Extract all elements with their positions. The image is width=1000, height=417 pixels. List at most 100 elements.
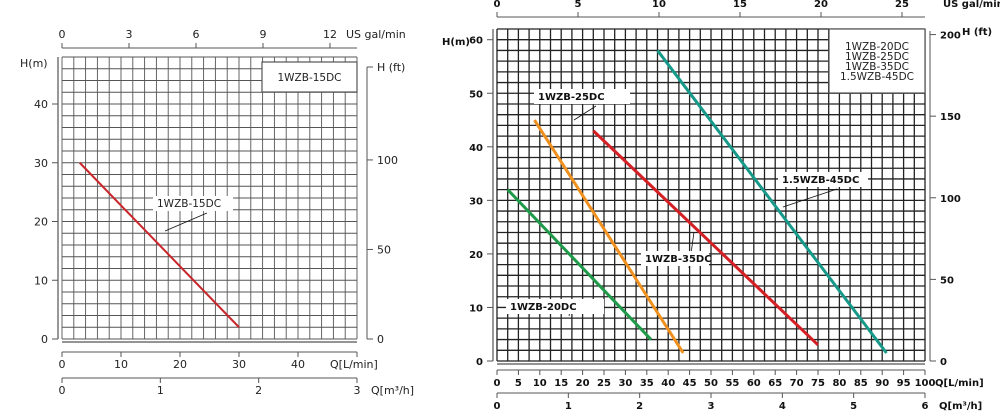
bottom2-tick-label: 4 xyxy=(779,401,786,412)
x-tick-label: 20 xyxy=(576,378,590,389)
right-tick-label: 0 xyxy=(940,357,947,368)
x-tick-label: 10 xyxy=(114,358,128,371)
x-axis-bottom-lpm: 0 5 10 15 20 25 30 35 40 45 50 55 60 65 70 75 80 85 90 95 10… xyxy=(494,369,984,389)
bottom2-tick-label: 1 xyxy=(565,401,572,412)
x-axis-bottom-lpm: 0 10 20 30 40 Q[L/min] xyxy=(59,351,378,371)
top-axis-title: US gal/min xyxy=(943,0,1000,10)
y-tick-label: 0 xyxy=(41,333,48,346)
x-tick-label: 30 xyxy=(618,378,632,389)
right-axis-title: H (ft) xyxy=(377,61,405,74)
x-tick-label: 100 xyxy=(915,378,936,389)
x-tick-label: 0 xyxy=(494,378,501,389)
y-axis-left: 0 10 20 30 40 50 60H(m) xyxy=(442,36,493,368)
x-tick-label: 75 xyxy=(811,378,825,389)
y-tick-label: 40 xyxy=(469,143,483,154)
bottom2-tick-label: 3 xyxy=(708,401,715,412)
bottom2-tick-label: 5 xyxy=(850,401,857,412)
x-tick-label: 65 xyxy=(768,378,782,389)
callout-box xyxy=(778,172,868,187)
legend-entry: 1WZB-35DC xyxy=(845,61,909,73)
y-tick-label: 30 xyxy=(34,157,48,170)
right-tick-label: 100 xyxy=(377,154,398,167)
legend-entry: 1.5WZB-45DC xyxy=(840,71,914,83)
right-tick-label: 50 xyxy=(377,243,391,256)
x-tick-label: 40 xyxy=(291,358,305,371)
x-tick-label: 80 xyxy=(832,378,846,389)
series-line-1wzb-15dc xyxy=(78,162,240,328)
y-axis-right: 0 50 100 150 200 H (ft) xyxy=(929,27,992,368)
bottom2-tick-label: 3 xyxy=(354,384,361,397)
x-axis-top: 0 3 6 9 12 US gal/min xyxy=(59,28,406,49)
callout-leader xyxy=(573,105,597,121)
y-axis-left: 0 10 20 30 40 H(m) xyxy=(20,57,58,346)
right-tick-label: 0 xyxy=(377,333,384,346)
x-tick-label: 25 xyxy=(597,378,611,389)
chart-2: 1WZB-20DC1WZB-25DC1WZB-35DC1.5WZB-45DC01… xyxy=(442,0,1000,412)
bottom2-axis-title: Q[m³/h] xyxy=(371,384,414,397)
legend-box xyxy=(261,61,358,93)
x-tick-label: 20 xyxy=(173,358,187,371)
x-tick-label: 35 xyxy=(640,378,654,389)
y-tick-label: 20 xyxy=(34,216,48,229)
top-tick-label: 6 xyxy=(192,28,199,41)
callout-box xyxy=(534,89,630,104)
right-tick-label: 100 xyxy=(940,194,961,205)
x-axis-bottom-m3h: 0 1 2 3 4 5 6 Q[m³/h] xyxy=(494,392,982,412)
callout-label: 1WZB-15DC xyxy=(157,198,221,210)
series-line-1-5wzb-45dc xyxy=(656,49,888,354)
x-axis-title: Q[L/min] xyxy=(330,358,378,371)
callout-box xyxy=(506,299,604,314)
x-tick-label: 0 xyxy=(59,358,66,371)
x-tick-label: 55 xyxy=(725,378,739,389)
y-tick-label: 30 xyxy=(469,196,483,207)
top-tick-label: 20 xyxy=(814,0,828,10)
callout-box xyxy=(153,196,233,211)
y-tick-label: 10 xyxy=(469,303,483,314)
x-tick-label: 40 xyxy=(661,378,675,389)
legend-entry: 1WZB-15DC xyxy=(277,72,341,84)
bottom2-tick-label: 6 xyxy=(922,401,929,412)
x-axis-top: 0 5 10 15 20 25 US gal/min xyxy=(494,0,1000,18)
y-axis-title: H(m) xyxy=(442,37,470,48)
x-tick-label: 85 xyxy=(854,378,868,389)
y-tick-label: 60 xyxy=(469,36,483,47)
right-axis-title: H (ft) xyxy=(962,27,992,38)
legend-entry: 1WZB-20DC xyxy=(845,41,909,53)
series-line-1wzb-35dc xyxy=(592,129,820,347)
x-tick-label: 45 xyxy=(683,378,697,389)
legend-box xyxy=(828,28,926,94)
top-tick-label: 9 xyxy=(259,28,266,41)
top-tick-label: 10 xyxy=(652,0,666,10)
bottom2-tick-label: 2 xyxy=(255,384,262,397)
x-tick-label: 5 xyxy=(515,378,522,389)
x-tick-label: 95 xyxy=(897,378,911,389)
x-tick-label: 90 xyxy=(875,378,889,389)
y-tick-label: 50 xyxy=(469,89,483,100)
series-line-1wzb-20dc xyxy=(506,188,653,341)
y-tick-label: 20 xyxy=(469,250,483,261)
x-tick-label: 70 xyxy=(790,378,804,389)
x-tick-label: 15 xyxy=(554,378,568,389)
callout-label: 1WZB-20DC xyxy=(510,302,577,313)
bottom2-tick-label: 0 xyxy=(494,401,501,412)
series-line-1wzb-25dc xyxy=(533,119,685,354)
top-tick-label: 15 xyxy=(733,0,747,10)
legend-entry: 1WZB-25DC xyxy=(845,51,909,63)
right-tick-label: 150 xyxy=(940,112,961,123)
top-tick-label: 12 xyxy=(323,28,337,41)
right-tick-label: 50 xyxy=(940,275,954,286)
right-tick-label: 200 xyxy=(940,31,961,42)
top-tick-label: 3 xyxy=(125,28,132,41)
x-axis-bottom-m3h: 0 1 2 3 Q[m³/h] xyxy=(59,377,414,397)
bottom2-tick-label: 0 xyxy=(59,384,66,397)
top-tick-label: 25 xyxy=(895,0,909,10)
x-axis-title: Q[L/min] xyxy=(935,378,984,389)
y-axis-title: H(m) xyxy=(20,57,48,70)
callout-label: 1WZB-35DC xyxy=(645,254,712,265)
top-tick-label: 5 xyxy=(575,0,582,10)
y-tick-label: 40 xyxy=(34,98,48,111)
callout-leader xyxy=(164,212,208,232)
x-tick-label: 10 xyxy=(533,378,547,389)
